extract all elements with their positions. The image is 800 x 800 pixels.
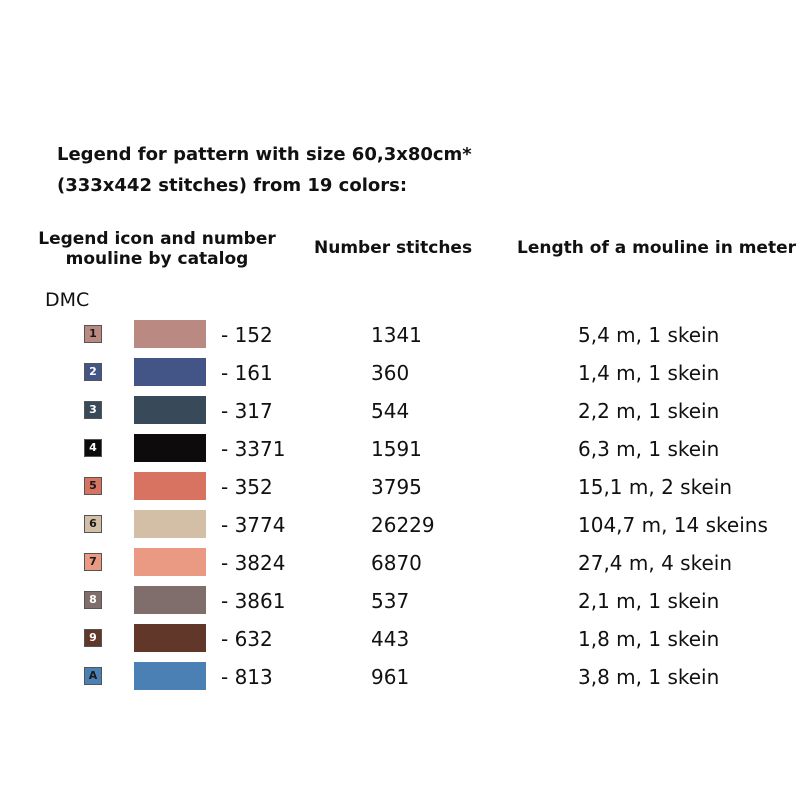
- stitch-count: 3795: [371, 475, 422, 499]
- color-swatch: [134, 320, 206, 348]
- legend-row: 6 - 3774 26229 104,7 m, 14 skeins: [0, 505, 800, 543]
- mouline-length: 1,4 m, 1 skein: [578, 361, 720, 385]
- column-header-icon-line-1: Legend icon and number: [38, 229, 276, 249]
- mouline-code: - 152: [221, 323, 273, 347]
- mouline-length: 104,7 m, 14 skeins: [578, 513, 768, 537]
- stitch-count: 443: [371, 627, 410, 651]
- mouline-code: - 3371: [221, 437, 286, 461]
- brand-label: DMC: [45, 289, 90, 311]
- legend-row: A - 813 961 3,8 m, 1 skein: [0, 657, 800, 695]
- stitch-count: 1341: [371, 323, 422, 347]
- mouline-code: - 161: [221, 361, 273, 385]
- stitch-count: 360: [371, 361, 410, 385]
- legend-symbol-icon: 4: [84, 439, 102, 457]
- legend-row: 8 - 3861 537 2,1 m, 1 skein: [0, 581, 800, 619]
- mouline-code: - 3824: [221, 551, 286, 575]
- legend-symbol-icon: 6: [84, 515, 102, 533]
- legend-symbol-icon: 5: [84, 477, 102, 495]
- mouline-code: - 317: [221, 399, 273, 423]
- legend-row: 7 - 3824 6870 27,4 m, 4 skein: [0, 543, 800, 581]
- legend-symbol-icon: 7: [84, 553, 102, 571]
- mouline-length: 3,8 m, 1 skein: [578, 665, 720, 689]
- color-swatch: [134, 548, 206, 576]
- color-swatch: [134, 358, 206, 386]
- mouline-code: - 352: [221, 475, 273, 499]
- legend-title-line-2: (333x442 stitches) from 19 colors:: [57, 175, 408, 196]
- column-header-icon-and-number: Legend icon and number mouline by catalo…: [22, 229, 292, 269]
- color-swatch: [134, 396, 206, 424]
- mouline-length: 27,4 m, 4 skein: [578, 551, 732, 575]
- legend-symbol-icon: 3: [84, 401, 102, 419]
- legend-row: 5 - 352 3795 15,1 m, 2 skein: [0, 467, 800, 505]
- legend-symbol-icon: 9: [84, 629, 102, 647]
- legend-symbol-icon: A: [84, 667, 102, 685]
- column-header-icon-line-2: mouline by catalog: [65, 249, 249, 269]
- mouline-length: 1,8 m, 1 skein: [578, 627, 720, 651]
- color-swatch: [134, 434, 206, 462]
- color-swatch: [134, 472, 206, 500]
- mouline-length: 2,2 m, 1 skein: [578, 399, 720, 423]
- stitch-count: 544: [371, 399, 410, 423]
- color-swatch: [134, 624, 206, 652]
- mouline-length: 5,4 m, 1 skein: [578, 323, 720, 347]
- legend-title-line-1: Legend for pattern with size 60,3x80cm*: [57, 144, 472, 165]
- legend-symbol-icon: 8: [84, 591, 102, 609]
- mouline-length: 6,3 m, 1 skein: [578, 437, 720, 461]
- stitch-count: 537: [371, 589, 410, 613]
- stitch-count: 6870: [371, 551, 422, 575]
- mouline-code: - 632: [221, 627, 273, 651]
- color-swatch: [134, 510, 206, 538]
- mouline-length: 15,1 m, 2 skein: [578, 475, 732, 499]
- stitch-count: 961: [371, 665, 410, 689]
- legend-row: 3 - 317 544 2,2 m, 1 skein: [0, 391, 800, 429]
- mouline-code: - 3774: [221, 513, 286, 537]
- mouline-code: - 813: [221, 665, 273, 689]
- mouline-code: - 3861: [221, 589, 286, 613]
- column-header-number-stitches: Number stitches: [314, 238, 473, 258]
- legend-row: 4 - 3371 1591 6,3 m, 1 skein: [0, 429, 800, 467]
- legend-row: 2 - 161 360 1,4 m, 1 skein: [0, 353, 800, 391]
- stitch-count: 1591: [371, 437, 422, 461]
- column-header-length: Length of a mouline in meter: [517, 238, 796, 258]
- legend-symbol-icon: 1: [84, 325, 102, 343]
- mouline-length: 2,1 m, 1 skein: [578, 589, 720, 613]
- color-swatch: [134, 662, 206, 690]
- stitch-count: 26229: [371, 513, 435, 537]
- legend-symbol-icon: 2: [84, 363, 102, 381]
- legend-row: 9 - 632 443 1,8 m, 1 skein: [0, 619, 800, 657]
- color-swatch: [134, 586, 206, 614]
- legend-row: 1 - 152 1341 5,4 m, 1 skein: [0, 315, 800, 353]
